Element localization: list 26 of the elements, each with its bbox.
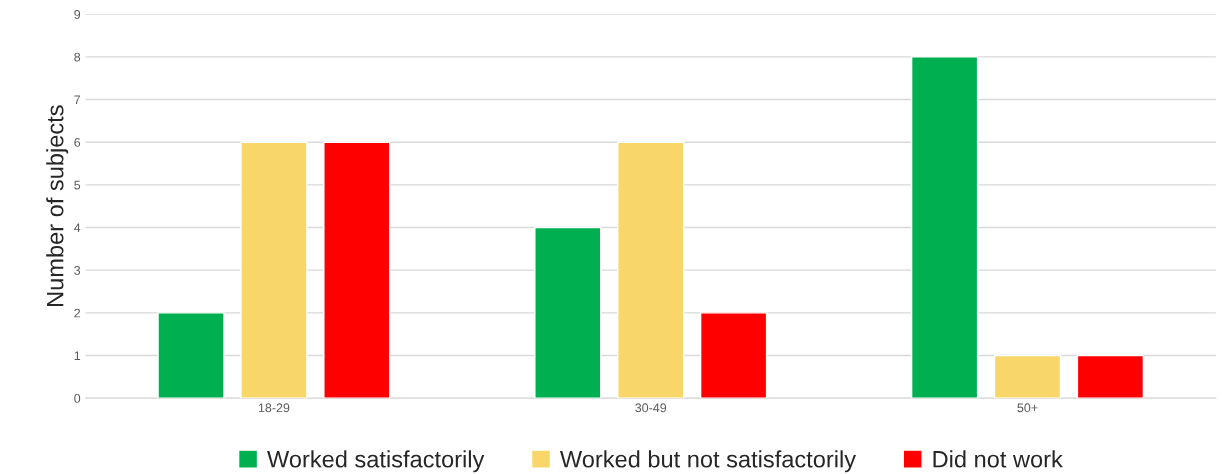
y-tick-label: 5 [74,180,81,190]
bar [1076,354,1145,399]
x-tick-label: 50+ [1017,403,1038,413]
bar [617,141,685,399]
bar [323,141,391,399]
legend-label: Worked satisfactorily [267,450,485,473]
y-tick-label: 6 [74,138,81,147]
y-tick-label: 9 [74,10,81,19]
legend-label: Worked but not satisfactorily [560,450,857,473]
y-axis-title: Number of subjects [46,105,69,306]
x-tick-label: 30-49 [635,403,667,413]
bar [534,226,602,399]
bar [699,312,768,399]
y-tick-label: 7 [74,95,81,105]
y-tick-label: 0 [74,393,81,403]
bar [157,312,225,399]
bar [993,354,1062,399]
y-tick-label: 4 [74,223,81,233]
y-tick-label: 1 [74,351,81,361]
bar [240,141,308,399]
y-tick-label: 3 [74,265,81,275]
legend-label: Did not work [933,450,1063,468]
bar [910,56,979,399]
x-tick-label: 18-29 [258,403,290,413]
y-tick-label: 8 [74,52,81,62]
y-tick-label: 2 [74,308,81,318]
